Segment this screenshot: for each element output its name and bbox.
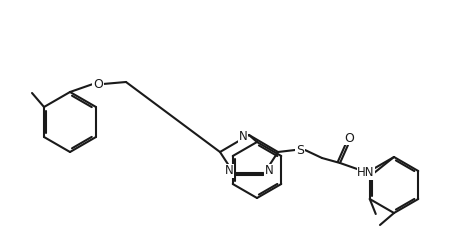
Text: N: N: [238, 129, 248, 143]
Text: O: O: [93, 78, 103, 90]
Text: S: S: [296, 144, 304, 157]
Text: N: N: [265, 165, 273, 178]
Text: N: N: [225, 165, 233, 178]
Text: HN: HN: [357, 166, 375, 180]
Text: O: O: [344, 131, 354, 144]
